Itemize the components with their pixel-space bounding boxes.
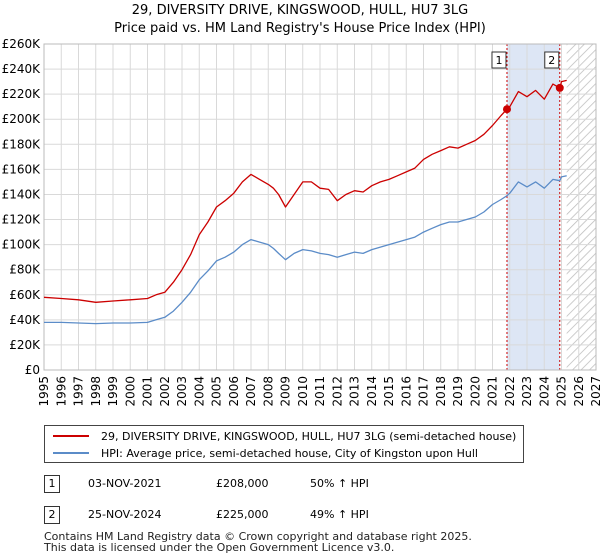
- y-tick-label: £140K: [2, 187, 42, 201]
- sale-label-box: [544, 51, 560, 69]
- sale-label-box: [491, 51, 507, 69]
- x-tick-label: 2001: [141, 376, 155, 407]
- x-tick-label: 2010: [296, 376, 310, 407]
- y-tick-label: £220K: [2, 87, 42, 101]
- property-price-line: [43, 79, 567, 303]
- x-tick-label: 2004: [192, 376, 206, 407]
- sale-number-badge: 1: [44, 475, 60, 493]
- sale-number-badge: 2: [44, 506, 60, 524]
- x-tick-label: 2022: [503, 376, 517, 407]
- x-tick-label: 1996: [54, 376, 68, 407]
- x-tick-label: 2015: [382, 376, 396, 407]
- y-tick-label: £20K: [9, 338, 41, 352]
- hpi-line: [44, 175, 567, 325]
- y-tick-label: £180K: [2, 137, 42, 151]
- sale-hpi-change: 49% ↑ HPI: [310, 508, 369, 521]
- footer-copyright: Contains HM Land Registry data © Crown c…: [44, 531, 472, 553]
- y-tick-label: £100K: [2, 238, 42, 252]
- y-tick-label: £60K: [9, 288, 41, 302]
- sale-point: [555, 83, 564, 92]
- y-tick-label: £240K: [2, 62, 42, 76]
- sale-period-shade: [506, 44, 560, 370]
- x-tick-label: 2003: [175, 376, 189, 407]
- sale-price: £208,000: [216, 477, 269, 490]
- chart-subtitle: Price paid vs. HM Land Registry's House …: [114, 21, 486, 36]
- footer-line-1: Contains HM Land Registry data © Crown c…: [44, 530, 472, 543]
- x-tick-label: 2019: [451, 376, 465, 407]
- x-tick-label: 2025: [555, 376, 569, 407]
- legend-swatch-property: [53, 435, 89, 437]
- x-tick-label: 2013: [348, 376, 362, 407]
- x-tick-label: 2026: [572, 376, 586, 407]
- chart-legend: 29, DIVERSITY DRIVE, KINGSWOOD, HULL, HU…: [44, 425, 524, 463]
- footer-line-2: This data is licensed under the Open Gov…: [44, 541, 395, 554]
- x-tick-label: 2017: [417, 376, 431, 407]
- x-tick-label: 2014: [365, 376, 379, 407]
- x-tick-label: 2000: [123, 376, 137, 407]
- x-tick-label: 2008: [261, 376, 275, 407]
- x-tick-label: 1997: [72, 376, 86, 407]
- y-tick-label: £40K: [9, 313, 41, 327]
- x-tick-label: 2007: [244, 376, 258, 407]
- x-tick-label: 2005: [210, 376, 224, 407]
- sale-price: £225,000: [216, 508, 269, 521]
- chart-title: 29, DIVERSITY DRIVE, KINGSWOOD, HULL, HU…: [131, 3, 469, 18]
- y-tick-label: £200K: [2, 112, 42, 126]
- y-tick-label: £120K: [2, 213, 42, 227]
- sale-date: 03-NOV-2021: [88, 477, 162, 490]
- legend-label-property: 29, DIVERSITY DRIVE, KINGSWOOD, HULL, HU…: [101, 429, 517, 443]
- legend-swatch-hpi: [53, 452, 89, 454]
- sale-point: [502, 105, 511, 114]
- sale-row: 2 25-NOV-2024 £225,000 49% ↑ HPI: [44, 506, 584, 526]
- legend-item-hpi: HPI: Average price, semi-detached house,…: [53, 445, 478, 461]
- x-tick-label: 2011: [313, 376, 327, 407]
- x-tick-label: 2024: [537, 376, 551, 407]
- y-tick-label: £160K: [2, 162, 42, 176]
- x-tick-label: 2002: [158, 376, 172, 407]
- x-tick-label: 2012: [330, 376, 344, 407]
- sale-hpi-change: 50% ↑ HPI: [310, 477, 369, 490]
- x-tick-label: 2016: [399, 376, 413, 407]
- x-tick-label: 1999: [106, 376, 120, 407]
- y-tick-label: £260K: [2, 37, 42, 51]
- x-tick-label: 2027: [589, 376, 600, 407]
- x-tick-label: 2009: [279, 376, 293, 407]
- x-tick-label: 2018: [434, 376, 448, 407]
- plot-frame: [43, 43, 597, 371]
- sale-label-number: 2: [548, 54, 555, 67]
- sale-label-number: 1: [495, 54, 502, 67]
- sale-row: 1 03-NOV-2021 £208,000 50% ↑ HPI: [44, 475, 584, 495]
- x-tick-label: 2020: [468, 376, 482, 407]
- x-tick-label: 2023: [520, 376, 534, 407]
- projection-hatch: [566, 44, 596, 370]
- x-tick-label: 1995: [37, 376, 51, 407]
- y-tick-label: £80K: [9, 263, 41, 277]
- price-chart: £0 £20K £40K £60K £80K £100K £120K £140K £160K £1…: [2, 37, 600, 407]
- x-tick-label: 2006: [227, 376, 241, 407]
- sale-date: 25-NOV-2024: [88, 508, 162, 521]
- x-tick-label: 2021: [486, 376, 500, 407]
- x-tick-label: 1998: [89, 376, 103, 407]
- legend-item-property: 29, DIVERSITY DRIVE, KINGSWOOD, HULL, HU…: [53, 428, 516, 444]
- legend-label-hpi: HPI: Average price, semi-detached house,…: [101, 446, 478, 460]
- y-tick-label: £0: [25, 363, 40, 377]
